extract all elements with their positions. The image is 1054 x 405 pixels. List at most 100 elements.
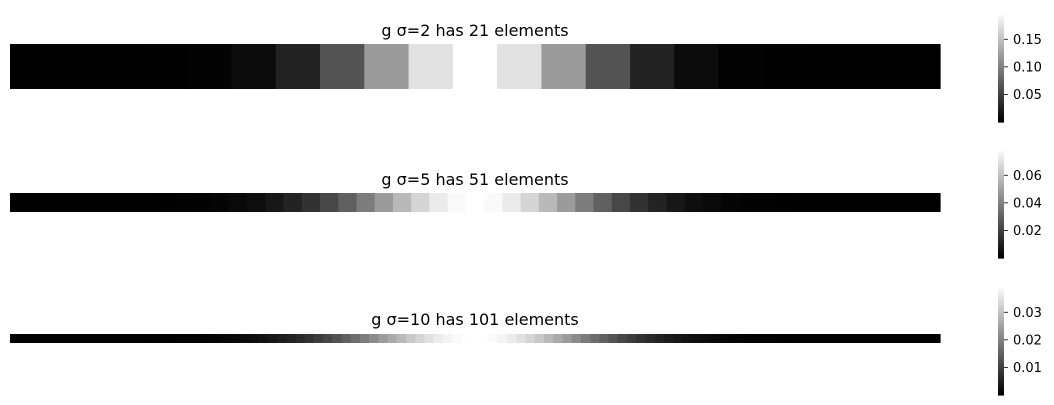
colorbar-segment — [998, 291, 1004, 293]
colorbar-segment — [998, 90, 1004, 92]
colorbar-segment — [998, 363, 1004, 365]
heatmap-cell — [452, 44, 498, 89]
heatmap-cell — [369, 334, 379, 343]
colorbar-segment — [998, 110, 1004, 112]
colorbar-segment — [998, 113, 1004, 115]
colorbar-segment — [998, 331, 1004, 333]
colorbar-tick-label: 0.05 — [1013, 88, 1042, 103]
colorbar-segment — [998, 180, 1004, 182]
colorbar-segment — [998, 64, 1004, 66]
colorbar-segment — [998, 196, 1004, 198]
heatmap-cell — [424, 334, 435, 343]
colorbar-segment — [998, 89, 1004, 91]
colorbar-segment — [998, 314, 1004, 316]
heatmap-cell — [585, 44, 631, 89]
heatmap-cell — [286, 334, 297, 343]
heatmap-cell — [275, 44, 321, 89]
colorbar-segment — [998, 19, 1004, 21]
heatmap-cell — [544, 334, 554, 343]
colorbar-segment — [998, 95, 1004, 97]
colorbar-segment — [998, 244, 1004, 246]
colorbar-segment — [998, 235, 1004, 237]
colorbar-segment — [998, 303, 1004, 305]
colorbar-segment — [998, 73, 1004, 75]
colorbar-segment — [998, 255, 1004, 257]
colorbar-segment — [998, 156, 1004, 158]
colorbar-segment — [998, 167, 1004, 169]
heatmap-cell — [411, 193, 431, 212]
heatmap-cell — [320, 44, 365, 89]
heatmap-cell — [451, 334, 462, 343]
colorbar-segment — [998, 217, 1004, 219]
heatmap-cell — [700, 334, 711, 343]
colorbar-segment — [998, 239, 1004, 241]
colorbar-segment — [998, 151, 1004, 153]
heatmap-cell — [663, 334, 674, 343]
colorbar-segment — [998, 220, 1004, 222]
colorbar-segment — [998, 40, 1004, 42]
heatmap-cell — [884, 334, 895, 343]
colorbar-segment — [998, 53, 1004, 55]
colorbar-segment — [998, 212, 1004, 214]
heatmap-cell — [247, 193, 266, 212]
heatmap-cell — [599, 334, 610, 343]
colorbar-segment — [998, 369, 1004, 371]
heatmap-cell — [408, 44, 454, 89]
heatmap-cell — [230, 334, 241, 343]
colorbar-segment — [998, 307, 1004, 309]
colorbar-segment — [998, 35, 1004, 37]
heatmap-cell — [709, 334, 720, 343]
colorbar-segment — [998, 112, 1004, 114]
heatmap-cell — [479, 334, 490, 343]
heatmap-cell — [92, 334, 103, 343]
heatmap-cell — [737, 334, 748, 343]
heatmap-cell — [534, 334, 545, 343]
colorbar-segment — [998, 45, 1004, 47]
heatmap-cell — [277, 334, 287, 343]
colorbar-segment — [998, 88, 1004, 90]
colorbar-segment — [998, 206, 1004, 208]
heatmap-cell — [684, 193, 704, 212]
colorbar-segment — [998, 37, 1004, 39]
colorbar-segment — [998, 81, 1004, 83]
colorbar-segment — [998, 290, 1004, 292]
heatmap-cell — [488, 334, 499, 343]
colorbar-segment — [998, 172, 1004, 174]
colorbar-segment — [998, 310, 1004, 312]
colorbar-segment — [998, 84, 1004, 86]
heatmap-cell — [867, 193, 886, 212]
colorbar-segment — [998, 293, 1004, 295]
heatmap-cell — [313, 334, 324, 343]
colorbar-segment — [998, 31, 1004, 33]
colorbar-tick-label: 0.04 — [1013, 196, 1042, 211]
colorbar-segment — [998, 248, 1004, 250]
colorbar-segment — [998, 327, 1004, 329]
heatmap-cell — [812, 193, 832, 212]
heatmap-cell — [617, 334, 628, 343]
heatmap-cell — [538, 193, 558, 212]
panel-sigma-10: g σ=10 has 101 elements 0.01 0.02 0.03 — [10, 285, 1042, 396]
colorbar-segment — [998, 114, 1004, 116]
colorbar-segment — [998, 190, 1004, 192]
colorbar-segment — [998, 149, 1004, 151]
colorbar-segment — [998, 234, 1004, 236]
colorbar-segment — [998, 184, 1004, 186]
colorbar-segment — [998, 119, 1004, 121]
heatmap-cell — [301, 193, 321, 212]
heatmap-cell — [249, 334, 260, 343]
colorbar-segment — [998, 47, 1004, 49]
colorbar-segment — [998, 36, 1004, 38]
colorbar-segment — [998, 312, 1004, 314]
colorbar-segment — [998, 25, 1004, 27]
colorbar-segment — [998, 379, 1004, 381]
heatmap-cell — [433, 334, 444, 343]
colorbar-segment — [998, 155, 1004, 157]
colorbar-segment — [998, 189, 1004, 191]
colorbar-segment — [998, 336, 1004, 338]
heatmap-cell — [691, 334, 702, 343]
colorbar-segment — [998, 311, 1004, 313]
heatmap-cell — [875, 334, 886, 343]
heatmap-cell — [240, 334, 251, 343]
colorbar-segment — [998, 102, 1004, 104]
heatmap-cell — [265, 193, 285, 212]
